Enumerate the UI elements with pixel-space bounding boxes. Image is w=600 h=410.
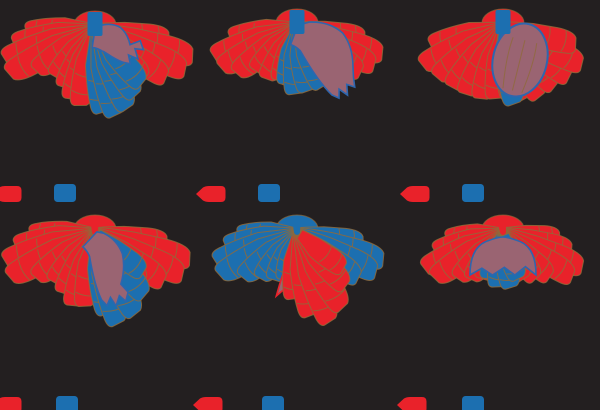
apex-wing-chip — [87, 12, 103, 36]
upstroke-marker-chip — [56, 396, 78, 410]
wing-overlap-blob — [491, 22, 549, 98]
downstroke-marker-chip — [400, 186, 430, 202]
wing-panel-top-middle — [209, 8, 384, 100]
wing-panel-top-left — [0, 10, 194, 119]
wing-overlap-blob — [91, 23, 145, 65]
wing-overlap-blob — [469, 236, 537, 277]
upstroke-marker-chip — [54, 184, 76, 202]
upstroke-marker-chip — [462, 184, 484, 202]
wing-panel-bottom-left — [1, 214, 191, 328]
upstroke-marker-chip — [262, 396, 284, 410]
wing-panel-bottom-middle — [211, 214, 385, 326]
downstroke-marker-chip — [196, 186, 226, 202]
wing-panel-top-right — [417, 8, 584, 107]
upstroke-marker-chip — [258, 184, 280, 202]
wing-blade-red — [296, 229, 347, 276]
downstroke-marker-chip — [397, 397, 427, 410]
apex-wing-chip — [289, 10, 305, 34]
downstroke-marker-chip — [0, 186, 22, 202]
downstroke-marker-chip — [193, 397, 223, 410]
upstroke-marker-chip — [462, 396, 484, 410]
wing-overlap-blob — [81, 230, 130, 308]
wing-panel-bottom-right — [419, 214, 585, 290]
downstroke-marker-chip — [0, 397, 22, 410]
apex-wing-chip — [495, 10, 511, 34]
wing-overlap-blob — [289, 21, 356, 100]
